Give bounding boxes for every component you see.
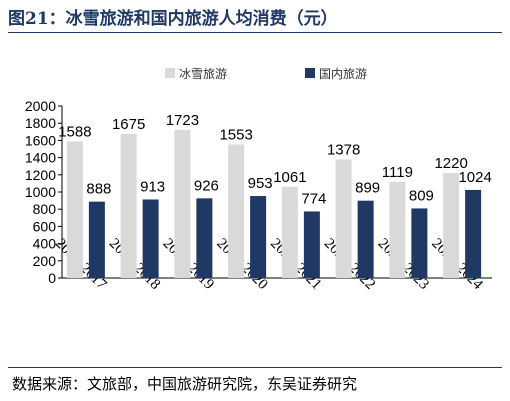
bars [66, 129, 482, 278]
data-label-ice-snow: 1723 [166, 112, 199, 129]
bar-domestic [196, 198, 213, 278]
legend-swatch-ice-snow [165, 68, 175, 78]
data-labels: 1588 888 1675 913 1723 926 1553 953 1061 774 1378 8… [58, 112, 492, 208]
y-tick-label: 1600 [25, 132, 56, 148]
source-note: 数据来源：文旅部，中国旅游研究院，东吴证券研究 [12, 375, 358, 393]
legend: 冰雪旅游 国内旅游 [165, 67, 367, 81]
data-label-ice-snow: 1061 [273, 169, 306, 186]
bar-domestic [303, 211, 320, 278]
legend-label-domestic: 国内旅游 [319, 67, 367, 81]
y-tick-label: 200 [33, 253, 57, 269]
bar-ice-snow [174, 129, 191, 278]
y-tick-label: 1400 [25, 150, 56, 166]
data-label-ice-snow: 1588 [58, 123, 91, 140]
figure-title: 图21：冰雪旅游和国内旅游人均消费（元） [8, 9, 338, 29]
data-label-domestic: 899 [355, 180, 380, 197]
bottom-rule [8, 367, 502, 368]
bar-ice-snow [443, 173, 460, 278]
data-label-domestic: 953 [248, 175, 273, 192]
y-tick-label: 0 [48, 270, 56, 286]
bar-domestic [142, 199, 159, 278]
bar-domestic [357, 200, 374, 278]
y-tick-label: 1000 [25, 184, 56, 200]
bar-domestic [88, 201, 105, 278]
bar-ice-snow [335, 159, 352, 278]
data-label-domestic: 913 [140, 178, 165, 195]
title-rule [8, 32, 502, 33]
data-label-ice-snow: 1553 [219, 126, 252, 143]
y-tick-label: 1800 [25, 115, 56, 131]
bar-domestic [411, 208, 428, 278]
bar-ice-snow [389, 181, 406, 278]
bar-ice-snow [281, 186, 298, 278]
legend-swatch-domestic [305, 68, 315, 78]
bar-domestic [250, 196, 267, 278]
data-label-ice-snow: 1675 [112, 116, 145, 133]
data-label-domestic: 926 [194, 177, 219, 194]
data-label-ice-snow: 1220 [434, 155, 467, 172]
data-label-ice-snow: 1378 [327, 141, 360, 158]
data-label-domestic: 1024 [458, 169, 491, 186]
bar-ice-snow [66, 141, 83, 278]
data-label-domestic: 888 [86, 181, 111, 198]
bar-domestic [465, 189, 482, 278]
bar-ice-snow [120, 133, 137, 278]
data-label-domestic: 809 [409, 187, 434, 204]
y-tick-label: 2000 [25, 98, 56, 114]
y-tick-label: 800 [33, 201, 57, 217]
data-label-ice-snow: 1119 [382, 164, 413, 181]
data-label-domestic: 774 [301, 190, 326, 207]
y-tick-label: 1200 [25, 167, 56, 183]
bar-ice-snow [228, 144, 245, 278]
y-tick-label: 600 [33, 218, 57, 234]
legend-label-ice-snow: 冰雪旅游 [179, 67, 227, 81]
y-tick-label: 400 [33, 236, 57, 252]
